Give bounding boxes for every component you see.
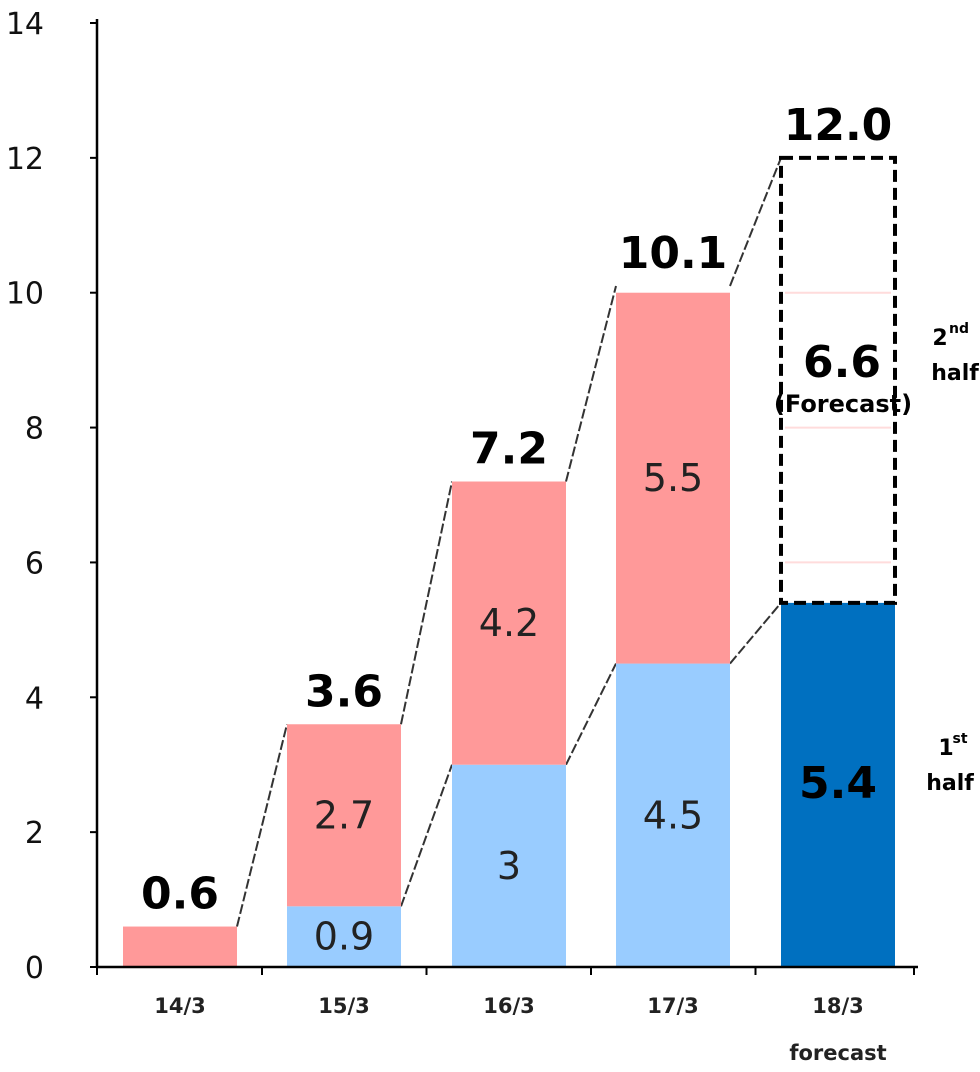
connector-line-total: [565, 285, 617, 482]
second-half-word: half: [931, 361, 979, 386]
data-labels: 14/3 15/3 16/3 17/3 18/3 forecast 0.6 0.9 2.7 3.6…: [141, 100, 912, 1065]
data-label-first-half: 0.9: [314, 915, 374, 959]
connector-line-first-half: [729, 602, 782, 665]
axes: [95, 19, 918, 975]
y-tick-label: 8: [25, 412, 44, 447]
bar-second-half: [287, 724, 401, 907]
x-tick-label: 14/3: [154, 994, 206, 1018]
data-label-first-half: 4.5: [643, 793, 703, 837]
bars: [123, 292, 895, 967]
connector-line-total: [236, 724, 288, 927]
bar-second-half-forecast-outline: [779, 155, 897, 605]
data-label-total: 3.6: [305, 666, 383, 717]
y-tick-label: 14: [6, 7, 44, 42]
data-label-second-half: 2.7: [314, 793, 374, 837]
connector-line-first-half: [565, 663, 617, 766]
y-tick-label: 0: [25, 951, 44, 986]
data-label-total: 12.0: [784, 100, 893, 151]
second-half-ordinal-suffix: nd: [949, 321, 969, 337]
x-tick-sublabel: forecast: [789, 1041, 886, 1065]
y-tick-label: 12: [6, 142, 44, 177]
data-label-total: 10.1: [619, 228, 728, 279]
data-label-first-half: 3: [497, 844, 521, 888]
connector-line-total: [729, 157, 782, 287]
data-label-second-half-forecast: 6.6: [803, 337, 881, 388]
first-half-word: half: [926, 771, 974, 796]
data-label-second-half: 4.2: [479, 601, 539, 645]
y-tick-label: 4: [25, 681, 44, 716]
x-tick-label: 15/3: [318, 994, 370, 1018]
data-label-first-half-forecast: 5.4: [799, 758, 877, 809]
bar-second-half: [452, 481, 566, 765]
y-tick-label: 10: [6, 277, 44, 312]
y-tick-label: 6: [25, 546, 44, 581]
bar-first-half: [616, 663, 730, 967]
half-labels: 2 nd half 1st half: [926, 321, 979, 796]
second-half-ordinal: 2: [932, 326, 947, 351]
forecast-box: [779, 155, 897, 605]
bar-first-half: [287, 906, 401, 967]
connector-line-total: [400, 481, 453, 725]
y-tick-label: 2: [25, 816, 44, 851]
first-half-ordinal: 1: [938, 736, 953, 761]
connector-line-first-half: [400, 764, 453, 907]
bar-connectors: [236, 157, 782, 927]
bar-first-half: [452, 764, 566, 967]
forecast-note: (Forecast): [774, 390, 912, 418]
y-axis-ticks: 0 2 4 6 8 10 12 14: [6, 7, 97, 986]
bar-second-half: [123, 926, 237, 967]
bar-first-half-forecast: [781, 602, 895, 967]
x-tick-label: 18/3: [812, 994, 864, 1018]
data-label-total: 7.2: [470, 424, 548, 475]
bar-second-half: [616, 292, 730, 664]
data-label-total: 0.6: [141, 869, 219, 920]
x-tick-label: 16/3: [483, 994, 535, 1018]
data-label-second-half: 5.5: [643, 456, 703, 500]
first-half-ordinal-suffix: st: [952, 731, 967, 747]
x-tick-label: 17/3: [647, 994, 699, 1018]
